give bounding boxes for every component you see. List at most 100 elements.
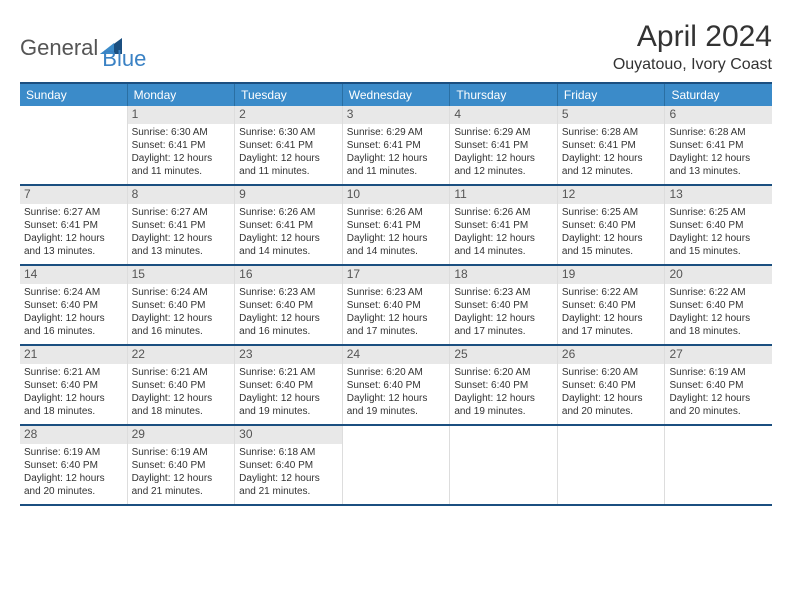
day-body: Sunrise: 6:20 AMSunset: 6:40 PMDaylight:… (343, 364, 450, 422)
day-body: Sunrise: 6:28 AMSunset: 6:41 PMDaylight:… (558, 124, 665, 182)
day-sunset: Sunset: 6:40 PM (239, 299, 338, 312)
day-cell: . (665, 426, 772, 504)
day-number: 17 (343, 266, 450, 284)
day-body: Sunrise: 6:19 AMSunset: 6:40 PMDaylight:… (128, 444, 235, 502)
day-daylight1: Daylight: 12 hours (24, 312, 123, 325)
day-sunset: Sunset: 6:40 PM (562, 299, 661, 312)
day-cell: 29Sunrise: 6:19 AMSunset: 6:40 PMDayligh… (128, 426, 236, 504)
day-sunset: Sunset: 6:40 PM (239, 459, 338, 472)
day-number: 19 (558, 266, 665, 284)
day-cell: . (450, 426, 558, 504)
day-body: Sunrise: 6:26 AMSunset: 6:41 PMDaylight:… (235, 204, 342, 262)
day-sunrise: Sunrise: 6:25 AM (562, 206, 661, 219)
day-number: 23 (235, 346, 342, 364)
day-number: 10 (343, 186, 450, 204)
day-daylight1: Daylight: 12 hours (24, 472, 123, 485)
week-row: 7Sunrise: 6:27 AMSunset: 6:41 PMDaylight… (20, 186, 772, 266)
day-cell: 8Sunrise: 6:27 AMSunset: 6:41 PMDaylight… (128, 186, 236, 264)
day-daylight2: and 21 minutes. (132, 485, 231, 498)
day-sunrise: Sunrise: 6:22 AM (562, 286, 661, 299)
day-daylight1: Daylight: 12 hours (239, 392, 338, 405)
day-sunset: Sunset: 6:40 PM (454, 299, 553, 312)
day-daylight1: Daylight: 12 hours (454, 312, 553, 325)
day-daylight2: and 13 minutes. (669, 165, 768, 178)
day-sunrise: Sunrise: 6:30 AM (132, 126, 231, 139)
day-cell: 9Sunrise: 6:26 AMSunset: 6:41 PMDaylight… (235, 186, 343, 264)
day-cell: 25Sunrise: 6:20 AMSunset: 6:40 PMDayligh… (450, 346, 558, 424)
day-sunset: Sunset: 6:40 PM (24, 459, 123, 472)
day-number: 29 (128, 426, 235, 444)
day-body: Sunrise: 6:22 AMSunset: 6:40 PMDaylight:… (665, 284, 772, 342)
day-daylight2: and 19 minutes. (347, 405, 446, 418)
day-number: 2 (235, 106, 342, 124)
day-daylight2: and 16 minutes. (239, 325, 338, 338)
day-sunrise: Sunrise: 6:20 AM (562, 366, 661, 379)
day-daylight2: and 17 minutes. (347, 325, 446, 338)
day-number: 11 (450, 186, 557, 204)
day-body: Sunrise: 6:30 AMSunset: 6:41 PMDaylight:… (235, 124, 342, 182)
day-number: 4 (450, 106, 557, 124)
day-body: Sunrise: 6:25 AMSunset: 6:40 PMDaylight:… (665, 204, 772, 262)
day-daylight2: and 20 minutes. (24, 485, 123, 498)
day-body: Sunrise: 6:19 AMSunset: 6:40 PMDaylight:… (20, 444, 127, 502)
day-sunrise: Sunrise: 6:19 AM (132, 446, 231, 459)
day-sunrise: Sunrise: 6:20 AM (347, 366, 446, 379)
week-row: 28Sunrise: 6:19 AMSunset: 6:40 PMDayligh… (20, 426, 772, 506)
day-cell: 1Sunrise: 6:30 AMSunset: 6:41 PMDaylight… (128, 106, 236, 184)
day-sunrise: Sunrise: 6:23 AM (239, 286, 338, 299)
day-daylight1: Daylight: 12 hours (239, 472, 338, 485)
weekday-monday: Monday (128, 84, 236, 106)
day-body: Sunrise: 6:23 AMSunset: 6:40 PMDaylight:… (343, 284, 450, 342)
day-daylight2: and 20 minutes. (669, 405, 768, 418)
day-body: Sunrise: 6:20 AMSunset: 6:40 PMDaylight:… (450, 364, 557, 422)
day-body: Sunrise: 6:23 AMSunset: 6:40 PMDaylight:… (235, 284, 342, 342)
title-block: April 2024 Ouyatouo, Ivory Coast (613, 20, 772, 74)
day-body: Sunrise: 6:26 AMSunset: 6:41 PMDaylight:… (450, 204, 557, 262)
day-number: 8 (128, 186, 235, 204)
day-daylight1: Daylight: 12 hours (669, 152, 768, 165)
day-cell: 20Sunrise: 6:22 AMSunset: 6:40 PMDayligh… (665, 266, 772, 344)
day-body: Sunrise: 6:30 AMSunset: 6:41 PMDaylight:… (128, 124, 235, 182)
day-sunrise: Sunrise: 6:25 AM (669, 206, 768, 219)
day-sunset: Sunset: 6:40 PM (24, 379, 123, 392)
day-cell: 19Sunrise: 6:22 AMSunset: 6:40 PMDayligh… (558, 266, 666, 344)
day-daylight2: and 13 minutes. (24, 245, 123, 258)
logo-text-blue: Blue (102, 46, 146, 72)
day-cell: 12Sunrise: 6:25 AMSunset: 6:40 PMDayligh… (558, 186, 666, 264)
day-sunrise: Sunrise: 6:27 AM (132, 206, 231, 219)
day-daylight2: and 16 minutes. (132, 325, 231, 338)
day-sunset: Sunset: 6:41 PM (454, 139, 553, 152)
weeks-container: . 1Sunrise: 6:30 AMSunset: 6:41 PMDayligh… (20, 106, 772, 506)
day-cell: 6Sunrise: 6:28 AMSunset: 6:41 PMDaylight… (665, 106, 772, 184)
day-number: 5 (558, 106, 665, 124)
day-sunrise: Sunrise: 6:21 AM (132, 366, 231, 379)
day-daylight1: Daylight: 12 hours (454, 152, 553, 165)
day-body: Sunrise: 6:29 AMSunset: 6:41 PMDaylight:… (450, 124, 557, 182)
day-sunrise: Sunrise: 6:24 AM (24, 286, 123, 299)
day-daylight2: and 12 minutes. (454, 165, 553, 178)
day-sunset: Sunset: 6:41 PM (24, 219, 123, 232)
day-sunrise: Sunrise: 6:27 AM (24, 206, 123, 219)
day-sunset: Sunset: 6:40 PM (669, 379, 768, 392)
day-body: Sunrise: 6:29 AMSunset: 6:41 PMDaylight:… (343, 124, 450, 182)
month-title: April 2024 (613, 20, 772, 54)
day-daylight1: Daylight: 12 hours (669, 312, 768, 325)
day-number: 15 (128, 266, 235, 284)
day-sunset: Sunset: 6:41 PM (239, 139, 338, 152)
day-cell: 2Sunrise: 6:30 AMSunset: 6:41 PMDaylight… (235, 106, 343, 184)
day-daylight1: Daylight: 12 hours (239, 312, 338, 325)
day-sunset: Sunset: 6:40 PM (132, 379, 231, 392)
day-cell: . (558, 426, 666, 504)
day-number: 22 (128, 346, 235, 364)
weekday-header-row: Sunday Monday Tuesday Wednesday Thursday… (20, 84, 772, 106)
calendar: Sunday Monday Tuesday Wednesday Thursday… (20, 82, 772, 506)
day-number: 13 (665, 186, 772, 204)
day-number: 24 (343, 346, 450, 364)
day-body: Sunrise: 6:27 AMSunset: 6:41 PMDaylight:… (20, 204, 127, 262)
day-daylight2: and 18 minutes. (24, 405, 123, 418)
day-number: 7 (20, 186, 127, 204)
day-cell: 28Sunrise: 6:19 AMSunset: 6:40 PMDayligh… (20, 426, 128, 504)
day-sunrise: Sunrise: 6:18 AM (239, 446, 338, 459)
day-daylight1: Daylight: 12 hours (669, 232, 768, 245)
day-daylight2: and 20 minutes. (562, 405, 661, 418)
